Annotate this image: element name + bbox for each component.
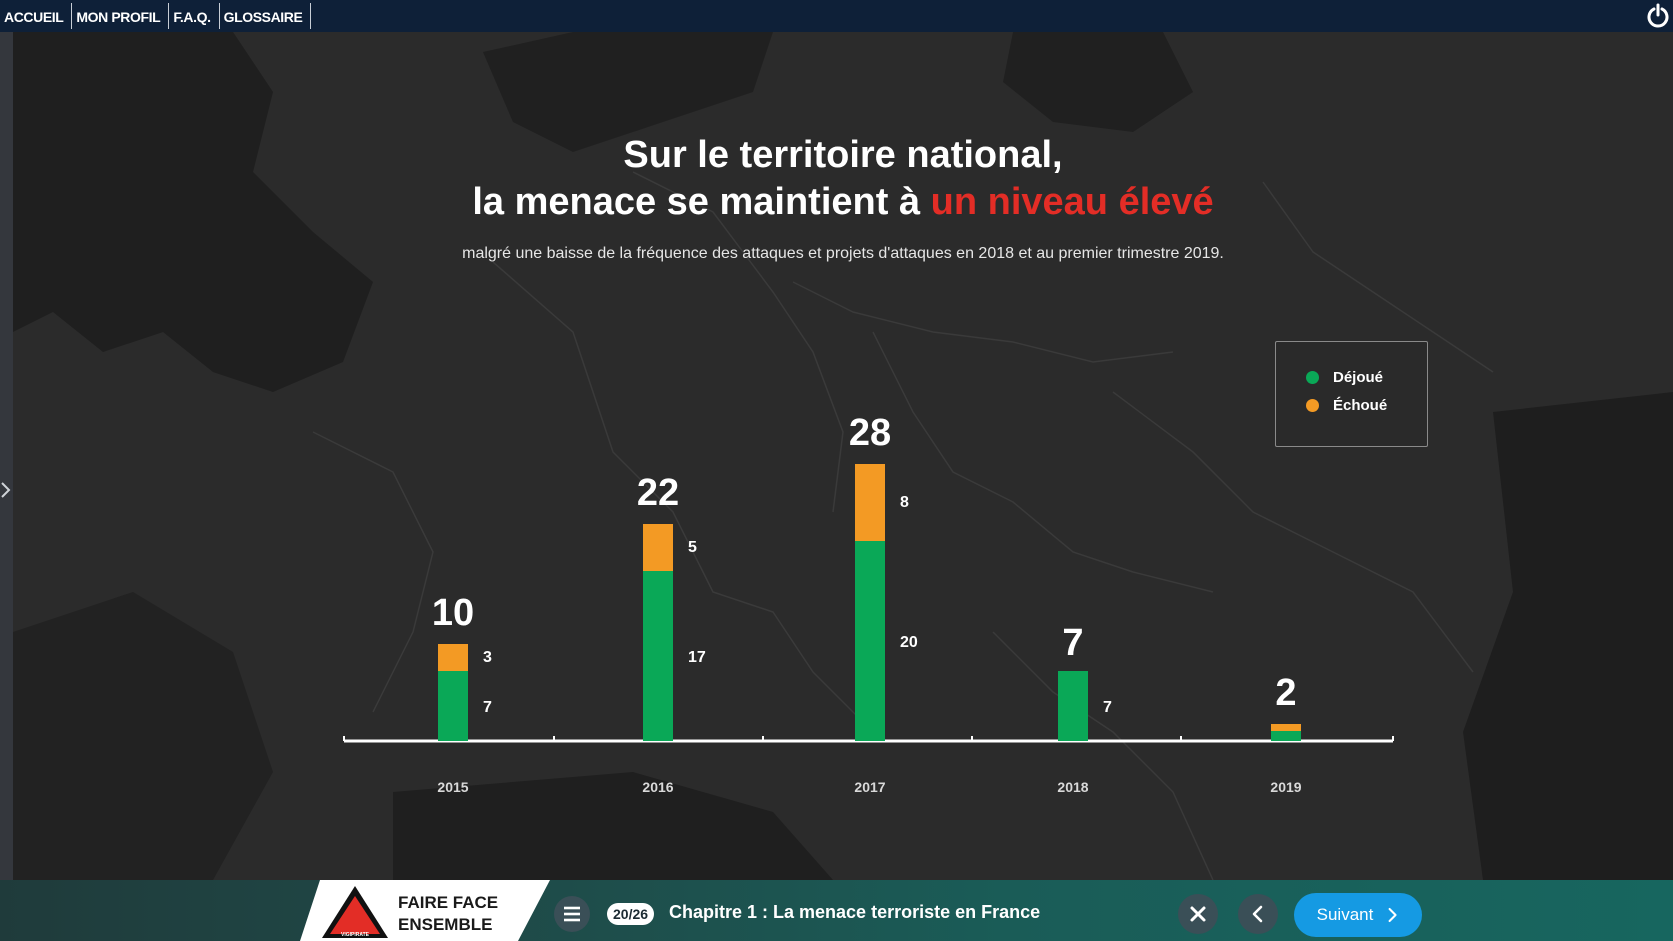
vigipirate-logo-text: VIGIPIRATE <box>341 932 370 938</box>
stacked-bar-chart: 7 3 10 2015 17 5 22 2016 20 8 28 2017 7 7 2018 2 2019 <box>343 412 1394 795</box>
chevron-left-icon <box>1252 905 1263 923</box>
data-label-echoue-2016: 5 <box>688 539 697 556</box>
bar-echoue-2019 <box>1271 724 1301 731</box>
legend-swatch-echoue <box>1306 399 1319 412</box>
previous-button[interactable] <box>1238 894 1278 934</box>
total-label-2015: 10 <box>432 592 474 634</box>
total-label-2019: 2 <box>1275 672 1296 714</box>
nav-glossaire[interactable]: GLOSSAIRE <box>220 3 312 29</box>
bar-echoue-2016 <box>643 524 673 571</box>
brand-line-2: ENSEMBLE <box>398 915 493 934</box>
data-label-echoue-2015: 3 <box>483 649 492 666</box>
bar-dejoue-2018 <box>1058 671 1088 741</box>
data-label-dejoue-2017: 20 <box>900 634 918 651</box>
europe-map-background <box>13 32 1673 880</box>
nav-mon-profil[interactable]: MON PROFIL <box>72 3 170 29</box>
page-indicator: 20/26 <box>607 903 655 925</box>
chevron-right-icon[interactable] <box>0 481 12 499</box>
legend-label: Déjoué <box>1333 369 1384 386</box>
next-button-label: Suivant <box>1316 905 1374 924</box>
x-tick-label-2015: 2015 <box>437 779 468 795</box>
chart-legend: Déjoué Échoué <box>1275 341 1428 447</box>
total-label-2017: 28 <box>849 412 891 454</box>
brand-panel: VIGIPIRATE <box>300 880 550 941</box>
total-label-2016: 22 <box>637 472 679 514</box>
brand-name: FAIRE FACE ENSEMBLE <box>398 892 498 936</box>
bar-dejoue-2017 <box>855 541 885 741</box>
data-label-echoue-2017: 8 <box>900 494 909 511</box>
data-label-dejoue-2015: 7 <box>483 699 492 716</box>
page-title: Sur le territoire national, la menace se… <box>13 132 1673 226</box>
brand-line-1: FAIRE FACE <box>398 893 499 912</box>
title-line-2: la menace se maintient à <box>472 181 931 223</box>
chevron-right-icon <box>1388 907 1397 923</box>
data-label-dejoue-2018: 7 <box>1103 699 1112 716</box>
bar-echoue-2015 <box>438 644 468 671</box>
data-label-dejoue-2016: 17 <box>688 649 706 666</box>
page-subtitle: malgré une baisse de la fréquence des at… <box>462 245 1224 262</box>
x-tick-label-2017: 2017 <box>854 779 885 795</box>
power-icon[interactable] <box>1645 3 1671 29</box>
bar-dejoue-2019 <box>1271 731 1301 741</box>
sidebar-strip <box>0 32 13 880</box>
menu-button[interactable] <box>554 896 590 932</box>
title-accent: un niveau élevé <box>930 181 1214 223</box>
legend-swatch-dejoue <box>1306 371 1319 384</box>
x-tick-label-2019: 2019 <box>1270 779 1301 795</box>
x-tick-label-2016: 2016 <box>642 779 673 795</box>
close-icon <box>1190 906 1206 922</box>
nav-faq[interactable]: F.A.Q. <box>169 3 220 29</box>
hamburger-menu-icon <box>564 906 580 922</box>
next-button[interactable]: Suivant <box>1294 893 1422 937</box>
bar-dejoue-2016 <box>643 571 673 741</box>
legend-item-echoue: Échoué <box>1306 397 1387 414</box>
x-tick-label-2018: 2018 <box>1057 779 1088 795</box>
nav-accueil[interactable]: ACCUEIL <box>0 3 73 29</box>
top-navigation: ACCUEIL MON PROFIL F.A.Q. GLOSSAIRE <box>0 0 1673 32</box>
chapter-title: Chapitre 1 : La menace terroriste en Fra… <box>669 902 1041 922</box>
legend-label: Échoué <box>1333 397 1388 414</box>
title-line-1: Sur le territoire national, <box>623 134 1063 176</box>
legend-item-dejoue: Déjoué <box>1306 369 1383 386</box>
bar-dejoue-2015 <box>438 671 468 741</box>
close-button[interactable] <box>1178 894 1218 934</box>
total-label-2018: 7 <box>1062 622 1083 664</box>
bar-echoue-2017 <box>855 464 885 541</box>
